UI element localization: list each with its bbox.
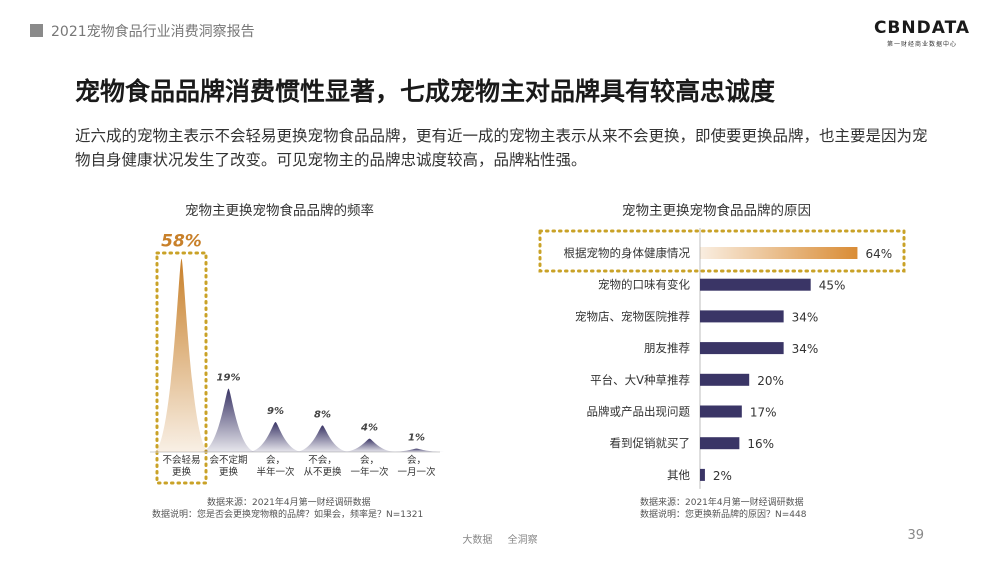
footer-right: 全洞察 (507, 535, 538, 546)
category-label-5: 品牌或产品出现问题 (587, 405, 691, 419)
footer-left: 大数据 (462, 535, 493, 546)
value-label-5: 17% (750, 406, 777, 420)
page-title: 宠物食品品牌消费惯性显著，七成宠物主对品牌具有较高忠诚度 (75, 77, 776, 106)
frequency-chart: 58%不会轻易更换19%会不定期更换9%会，半年一次8%不会，从不更换4%会，一… (150, 232, 445, 485)
page-description: 近六成的宠物主表示不会轻易更换宠物食品品牌，更有近一成的宠物主表示从来不会更换，… (75, 127, 928, 169)
peak-1 (200, 388, 257, 452)
peak-5 (388, 448, 445, 452)
value-label-4: 20% (757, 374, 784, 388)
category-label-2-1: 半年一次 (256, 466, 295, 478)
value-label-2: 9% (267, 406, 284, 417)
category-label-3: 朋友推荐 (644, 341, 690, 355)
cbndata-logo: CBNDATA 第一财经商业数据中心 (874, 18, 970, 48)
category-label-3-0: 不会， (308, 454, 337, 466)
header-square-icon (30, 24, 43, 37)
left-chart-source: 数据来源：2021年4月第一财经调研数据 数据说明：您是否会更换宠物粮的品牌？如… (152, 497, 423, 521)
category-label-1: 宠物的口味有变化 (598, 278, 690, 292)
peak-0 (153, 258, 210, 452)
right-source-line-2: 数据说明：您更换新品牌的原因？N=448 (640, 510, 807, 520)
category-label-0: 根据宠物的身体健康情况 (564, 246, 691, 260)
bar-6 (700, 437, 740, 450)
left-chart-title: 宠物主更换宠物食品品牌的频率 (185, 203, 374, 219)
category-label-4-0: 会， (360, 454, 379, 466)
category-label-1-1: 更换 (219, 466, 239, 478)
bar-4 (700, 373, 750, 386)
highlight-box (538, 229, 906, 273)
left-source-line-1: 数据来源：2021年4月第一财经调研数据 (207, 498, 371, 508)
category-label-5-1: 一月一次 (397, 466, 436, 478)
footer: 大数据 全洞察 (0, 531, 1000, 546)
right-chart-source: 数据来源：2021年4月第一财经调研数据 数据说明：您更换新品牌的原因？N=44… (640, 497, 806, 521)
value-label-1: 19% (217, 373, 241, 384)
category-label-4-1: 一年一次 (350, 466, 389, 478)
value-label-3: 8% (314, 409, 331, 420)
value-label-7: 2% (713, 469, 732, 483)
category-label-1-0: 会不定期 (209, 454, 247, 466)
bar-7 (700, 468, 705, 481)
value-label-4: 4% (360, 423, 378, 434)
peak-2 (247, 422, 304, 452)
value-label-0: 58% (161, 232, 202, 252)
category-label-0-1: 更换 (172, 466, 192, 478)
logo-main-text: CBNDATA (873, 18, 970, 38)
value-label-2: 34% (792, 310, 819, 324)
category-label-6: 看到促销就买了 (610, 436, 691, 450)
category-label-3-1: 从不更换 (303, 466, 342, 478)
category-label-5-0: 会， (407, 454, 426, 466)
category-label-4: 平台、大V种草推荐 (590, 373, 690, 387)
peak-3 (294, 425, 351, 452)
value-label-0: 64% (865, 247, 892, 261)
bar-2 (700, 310, 784, 323)
bar-1 (700, 278, 811, 291)
peak-4 (341, 438, 398, 452)
category-label-7: 其他 (667, 468, 690, 482)
highlight-box (155, 251, 208, 485)
value-label-5: 1% (408, 433, 425, 444)
category-label-0-0: 不会轻易 (162, 454, 200, 466)
report-title: 2021宠物食品行业消费洞察报告 (51, 24, 255, 40)
logo-sub-text: 第一财经商业数据中心 (886, 41, 957, 48)
bar-0 (700, 247, 858, 259)
value-label-1: 45% (819, 279, 846, 293)
right-source-line-1: 数据来源：2021年4月第一财经调研数据 (640, 498, 804, 508)
reasons-chart: 根据宠物的身体健康情况 64% 宠物的口味有变化 45% 宠物店、宠物医院推荐 34% 朋友… (538, 228, 906, 489)
left-source-line-2: 数据说明：您是否会更换宠物粮的品牌？如果会，频率是？N=1321 (152, 510, 424, 520)
category-label-2: 宠物店、宠物医院推荐 (575, 309, 690, 323)
bar-5 (700, 405, 742, 418)
page-number: 39 (907, 528, 924, 543)
category-label-2-0: 会， (266, 454, 285, 466)
value-label-6: 16% (747, 437, 774, 451)
value-label-3: 34% (792, 342, 819, 356)
right-chart-title: 宠物主更换宠物食品品牌的原因 (622, 203, 811, 219)
bar-3 (700, 342, 784, 355)
